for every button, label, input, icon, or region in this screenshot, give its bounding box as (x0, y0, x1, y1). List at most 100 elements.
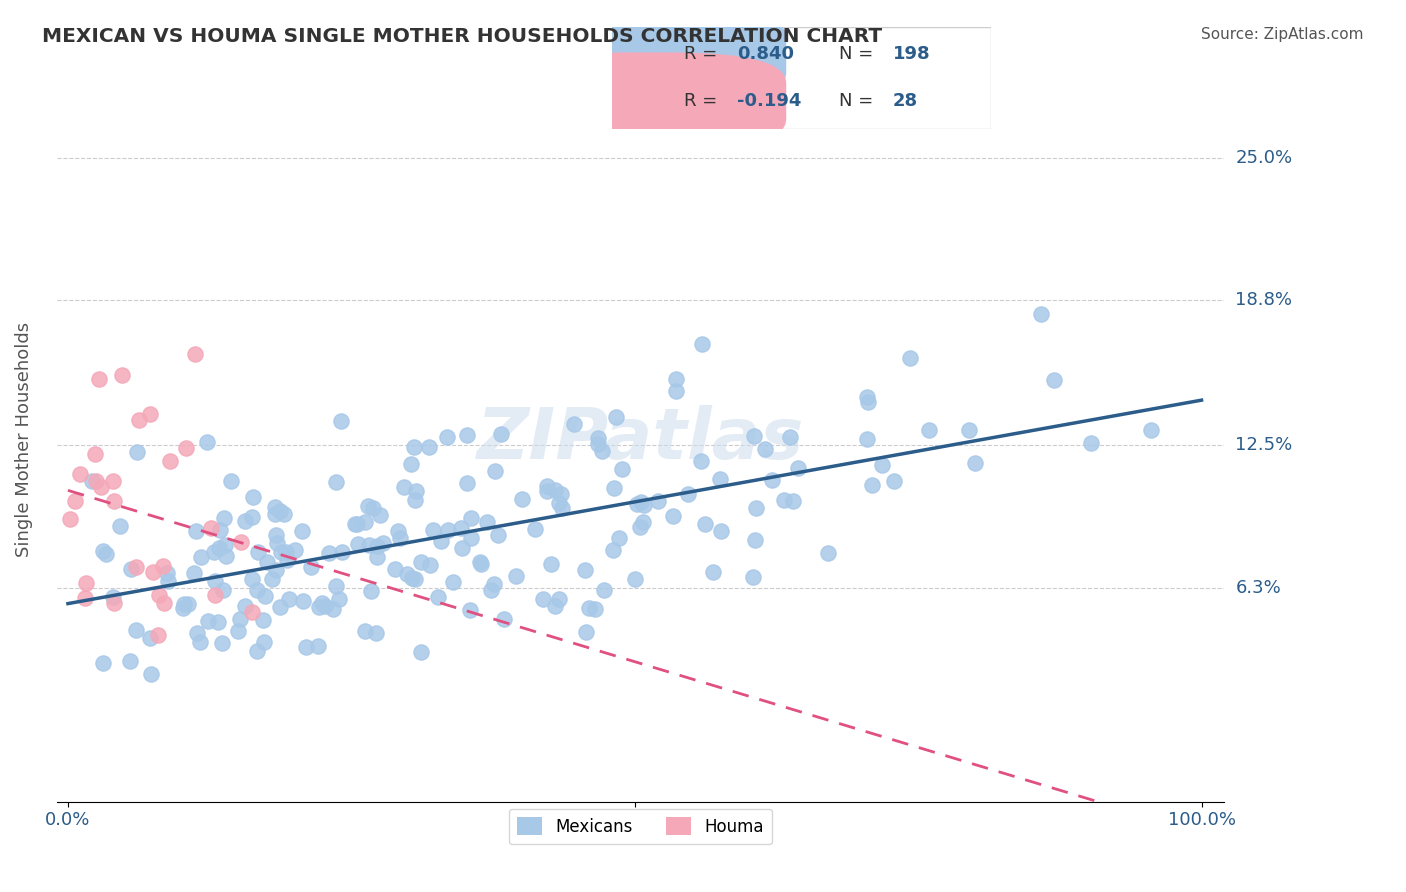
Point (630, 495, 652, 509)
Point (401, 458, 423, 472)
Point (963, 457, 986, 471)
Point (139, 407, 162, 421)
Text: R =: R = (683, 92, 723, 110)
Point (647, 494, 669, 508)
Point (389, 531, 412, 545)
Point (741, 570, 763, 584)
Point (690, 337, 713, 351)
Point (274, 544, 297, 558)
Point (460, 531, 482, 545)
Point (329, 414, 352, 428)
Point (631, 515, 654, 529)
Point (291, 593, 314, 607)
Point (264, 528, 287, 542)
Point (127, 445, 149, 459)
Point (592, 582, 614, 597)
Point (242, 490, 264, 504)
Point (84, 474, 107, 488)
Point (544, 599, 567, 613)
Point (856, 395, 879, 409)
Point (586, 437, 609, 451)
Point (346, 517, 368, 532)
Point (153, 596, 176, 610)
Text: N =: N = (839, 92, 879, 110)
Point (460, 511, 482, 525)
Point (436, 429, 458, 443)
Text: -0.194: -0.194 (737, 92, 801, 110)
Point (233, 514, 256, 528)
Point (678, 487, 700, 501)
Point (1080, 436, 1102, 450)
Point (710, 524, 733, 538)
Point (489, 427, 512, 442)
Point (536, 479, 558, 493)
Point (186, 626, 208, 640)
Text: 25.0%: 25.0% (1236, 149, 1292, 167)
Point (252, 613, 274, 627)
Point (437, 523, 460, 537)
Point (418, 440, 440, 454)
Point (101, 590, 124, 604)
Point (353, 516, 375, 530)
Point (328, 591, 350, 606)
Point (295, 640, 318, 654)
Point (226, 624, 249, 638)
Text: 6.3%: 6.3% (1236, 579, 1281, 597)
Point (505, 569, 527, 583)
Point (240, 509, 263, 524)
Point (540, 557, 562, 571)
Point (883, 474, 905, 488)
Point (124, 560, 146, 574)
Point (231, 535, 253, 549)
Y-axis label: Single Mother Households: Single Mother Households (15, 322, 32, 558)
Point (247, 545, 270, 559)
Point (103, 596, 125, 610)
Point (605, 410, 627, 425)
Text: 28: 28 (893, 92, 918, 110)
Point (277, 591, 299, 606)
FancyBboxPatch shape (612, 27, 991, 129)
Point (111, 368, 134, 383)
Point (240, 605, 263, 619)
Point (318, 546, 340, 560)
Point (368, 508, 391, 523)
Point (269, 504, 291, 518)
Point (574, 563, 596, 577)
Point (456, 428, 478, 442)
Point (409, 645, 432, 659)
Point (626, 497, 648, 511)
Point (404, 493, 426, 508)
Point (214, 538, 236, 552)
Point (59, 512, 82, 526)
Text: R =: R = (683, 45, 723, 63)
Point (693, 517, 716, 532)
Point (253, 589, 276, 603)
Point (392, 480, 415, 494)
Point (253, 635, 276, 649)
Point (551, 500, 574, 515)
Point (427, 590, 450, 604)
Point (276, 553, 298, 567)
Point (484, 464, 506, 478)
Point (156, 566, 179, 580)
Point (69, 467, 91, 481)
Text: Source: ZipAtlas.com: Source: ZipAtlas.com (1201, 27, 1364, 42)
Point (361, 500, 384, 515)
Point (101, 474, 124, 488)
Point (479, 582, 502, 597)
Text: 198: 198 (893, 45, 931, 63)
Point (228, 612, 250, 626)
Point (360, 584, 382, 599)
Point (744, 533, 766, 548)
Point (624, 573, 647, 587)
Point (690, 454, 713, 468)
Point (174, 441, 197, 455)
Text: N =: N = (839, 45, 879, 63)
Point (450, 521, 472, 535)
Point (245, 644, 267, 658)
Point (219, 475, 242, 489)
Point (898, 351, 921, 365)
Point (870, 458, 893, 472)
Point (1042, 373, 1064, 387)
Point (709, 472, 731, 486)
